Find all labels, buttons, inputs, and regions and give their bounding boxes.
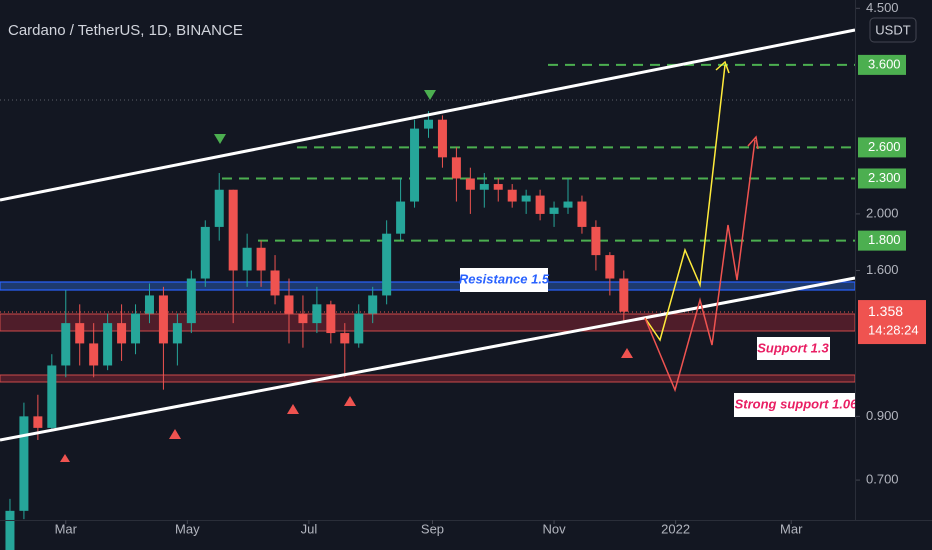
marker-up xyxy=(621,348,633,358)
candle-body xyxy=(451,157,461,179)
candle-body xyxy=(172,323,182,344)
y-tick-label: 0.700 xyxy=(866,472,899,487)
annotation-box xyxy=(460,268,548,292)
annotation-box xyxy=(734,393,858,417)
drawings: Resistance 1.5 Support 1.3 Strong suppor… xyxy=(0,28,859,462)
candle-body xyxy=(326,304,336,334)
chart-title: Cardano / TetherUS, 1D, BINANCE xyxy=(8,22,243,39)
x-tick-label: Sep xyxy=(421,521,444,536)
candle-body xyxy=(577,201,587,227)
y-tick-label: 0.900 xyxy=(866,408,899,423)
candle-body xyxy=(158,295,168,344)
candle-body xyxy=(423,119,433,129)
support-zone xyxy=(0,313,856,332)
candle-body xyxy=(228,189,238,271)
candle-body xyxy=(19,416,29,511)
arrow-head xyxy=(747,135,759,150)
candle-body xyxy=(242,247,252,271)
candle-body xyxy=(284,295,294,314)
candle-body xyxy=(89,343,99,366)
candle-body xyxy=(131,313,141,344)
candle-body xyxy=(103,323,113,366)
candle-body xyxy=(144,295,154,314)
level-box xyxy=(858,137,906,158)
candle-body xyxy=(5,510,15,550)
candle-body xyxy=(605,255,615,279)
candle-body xyxy=(410,128,420,202)
level-label: 2.600 xyxy=(868,139,901,154)
resistance-zone xyxy=(0,281,856,291)
marker-up xyxy=(169,429,181,439)
y-tick-label: 1.600 xyxy=(866,262,899,277)
x-tick-label: Mar xyxy=(780,521,803,536)
candle-body xyxy=(382,233,392,296)
level-label: 2.300 xyxy=(868,170,901,185)
axis: 4.500 2.000 1.600 0.900 0.700 3.600 2.600 2.300… xyxy=(55,0,926,536)
candle-body xyxy=(270,270,280,296)
projection-path xyxy=(644,139,756,393)
candle-body xyxy=(61,323,71,366)
marker-up xyxy=(344,396,356,406)
candle-body xyxy=(549,207,559,214)
candle-body xyxy=(368,295,378,314)
candle-body xyxy=(465,178,475,190)
level-label: 3.600 xyxy=(868,56,901,71)
candle-body xyxy=(117,323,127,344)
last-price-label: 1.358 xyxy=(868,303,903,319)
marker-up xyxy=(60,454,70,462)
candle-body xyxy=(396,201,406,234)
y-tick-label: 2.000 xyxy=(866,205,899,220)
candle-body xyxy=(479,184,489,190)
channel-top xyxy=(0,28,856,202)
level-box xyxy=(858,168,906,189)
candle-body xyxy=(312,304,322,324)
currency-label: USDT xyxy=(875,22,910,37)
x-tick-label: Jul xyxy=(301,521,318,536)
candle-body xyxy=(563,201,573,208)
candle-body xyxy=(507,189,517,202)
candle-body xyxy=(619,278,629,312)
x-tick-label: May xyxy=(175,521,200,536)
candle-body xyxy=(535,195,545,214)
y-tick-label: 4.500 xyxy=(866,0,899,15)
candle-body xyxy=(75,323,85,344)
marker-down xyxy=(214,134,226,144)
x-tick-label: 2022 xyxy=(661,521,690,536)
candle-body xyxy=(186,278,196,324)
candle-body xyxy=(521,195,531,202)
candle-body xyxy=(493,184,503,190)
level-box xyxy=(858,230,906,251)
x-tick-label: Mar xyxy=(55,521,78,536)
channel-bottom xyxy=(0,276,856,442)
candle-body xyxy=(200,226,210,279)
marker-up xyxy=(287,404,299,414)
candle-body xyxy=(437,119,447,158)
projection-path xyxy=(644,64,726,342)
arrow-head xyxy=(715,60,730,74)
candle-body xyxy=(256,247,266,271)
candle-body xyxy=(591,226,601,256)
candle-body xyxy=(354,313,364,344)
last-price-box xyxy=(858,300,926,345)
candle-body xyxy=(33,416,43,428)
level-box xyxy=(858,54,906,75)
annotation: Resistance 1.5 xyxy=(459,271,550,286)
annotation: Support 1.3 xyxy=(757,340,829,355)
level-label: 1.800 xyxy=(868,232,901,247)
candle-body xyxy=(47,365,57,428)
candles xyxy=(5,111,629,550)
annotation-box xyxy=(757,337,830,360)
candle-body xyxy=(340,333,350,344)
candle-body xyxy=(214,189,224,227)
annotation: Strong support 1.06 xyxy=(735,396,859,411)
candle-body xyxy=(298,313,308,324)
marker-down xyxy=(424,90,436,100)
price-axis xyxy=(856,0,932,550)
currency-box xyxy=(869,17,917,43)
countdown: 14:28:24 xyxy=(868,322,919,337)
strong-support-zone xyxy=(0,374,856,383)
x-tick-label: Nov xyxy=(542,521,566,536)
